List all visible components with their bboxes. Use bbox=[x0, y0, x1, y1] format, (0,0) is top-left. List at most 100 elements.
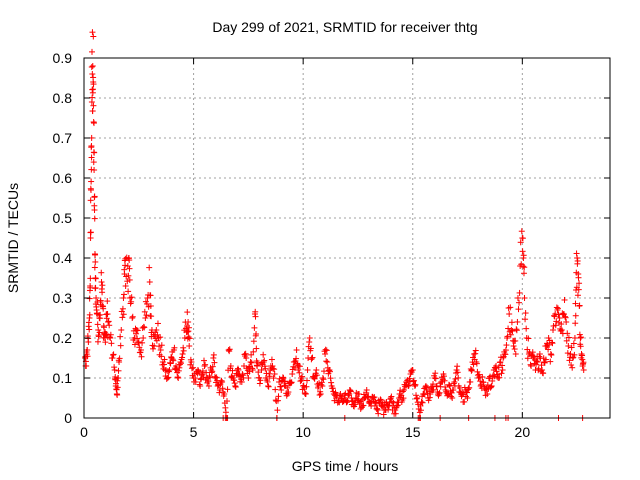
data-point bbox=[173, 363, 180, 369]
data-point bbox=[208, 369, 215, 376]
data-point bbox=[110, 351, 117, 358]
data-point bbox=[574, 255, 581, 261]
data-point bbox=[120, 295, 127, 301]
data-point bbox=[157, 347, 164, 353]
data-point bbox=[394, 402, 401, 409]
data-point bbox=[406, 375, 413, 382]
data-point bbox=[504, 333, 511, 340]
data-point bbox=[525, 335, 532, 342]
data-point bbox=[88, 143, 95, 149]
data-point bbox=[298, 377, 305, 384]
data-point bbox=[87, 284, 94, 291]
data-point bbox=[232, 383, 239, 389]
data-point bbox=[192, 375, 199, 382]
plot-frame bbox=[83, 57, 611, 419]
data-point bbox=[122, 262, 129, 269]
data-point bbox=[122, 283, 129, 289]
data-point bbox=[405, 383, 412, 389]
data-point bbox=[246, 368, 253, 375]
data-point bbox=[92, 251, 99, 258]
data-point bbox=[542, 356, 549, 363]
data-point bbox=[229, 367, 236, 374]
data-point bbox=[576, 302, 583, 309]
data-point bbox=[421, 391, 428, 398]
data-point bbox=[445, 381, 452, 388]
data-point bbox=[116, 359, 123, 365]
data-point bbox=[142, 315, 149, 321]
data-point bbox=[101, 335, 108, 341]
data-point bbox=[115, 367, 122, 374]
data-point bbox=[400, 387, 407, 393]
data-point bbox=[175, 375, 182, 381]
data-point bbox=[506, 311, 513, 317]
data-point bbox=[278, 387, 285, 393]
data-point bbox=[171, 344, 178, 351]
data-point bbox=[377, 396, 384, 403]
data-point bbox=[293, 355, 300, 362]
data-point bbox=[167, 360, 174, 367]
data-point bbox=[270, 375, 277, 382]
data-point bbox=[125, 288, 132, 295]
data-point bbox=[255, 369, 262, 376]
data-point bbox=[133, 330, 140, 337]
data-point bbox=[98, 279, 105, 285]
data-point bbox=[307, 345, 314, 352]
data-point bbox=[88, 187, 95, 193]
data-point bbox=[117, 342, 124, 349]
data-point bbox=[148, 313, 155, 320]
data-point bbox=[266, 373, 273, 380]
data-point bbox=[253, 345, 260, 352]
data-point bbox=[516, 299, 523, 306]
data-point bbox=[520, 252, 527, 259]
data-point bbox=[158, 353, 165, 360]
data-point bbox=[520, 270, 527, 277]
data-point bbox=[196, 369, 203, 376]
data-point bbox=[258, 367, 265, 373]
data-point bbox=[104, 298, 111, 305]
data-point bbox=[89, 94, 96, 101]
data-point bbox=[201, 363, 208, 369]
data-point bbox=[91, 264, 98, 271]
y-tick-label: 0.5 bbox=[53, 210, 73, 226]
data-point bbox=[157, 334, 164, 341]
data-point bbox=[451, 379, 458, 385]
data-point bbox=[547, 351, 554, 357]
data-point bbox=[225, 347, 232, 353]
data-point bbox=[95, 333, 102, 340]
data-point bbox=[177, 360, 184, 367]
data-points bbox=[82, 29, 587, 421]
data-point bbox=[219, 385, 226, 392]
data-point bbox=[85, 339, 92, 345]
data-point bbox=[186, 343, 193, 349]
data-point bbox=[91, 193, 98, 200]
data-point bbox=[272, 386, 279, 393]
data-point bbox=[306, 335, 313, 341]
data-point bbox=[100, 305, 107, 312]
data-point bbox=[167, 359, 174, 366]
data-point bbox=[227, 363, 234, 369]
data-point bbox=[558, 327, 565, 333]
data-point bbox=[450, 387, 457, 394]
data-point bbox=[199, 368, 206, 375]
data-point bbox=[513, 327, 520, 334]
data-point bbox=[347, 387, 354, 394]
data-point bbox=[316, 392, 323, 399]
data-point bbox=[177, 359, 184, 365]
data-point bbox=[522, 310, 529, 317]
data-point bbox=[265, 383, 272, 389]
data-point bbox=[311, 375, 318, 382]
data-point bbox=[423, 384, 430, 391]
data-point bbox=[266, 370, 273, 377]
data-point bbox=[117, 333, 124, 340]
data-point bbox=[320, 368, 327, 375]
data-point bbox=[120, 311, 127, 318]
data-point bbox=[129, 313, 136, 320]
data-point bbox=[268, 356, 275, 363]
data-point bbox=[187, 361, 194, 368]
data-point bbox=[91, 207, 98, 213]
data-point bbox=[508, 327, 515, 333]
y-tick-label: 0.6 bbox=[53, 170, 73, 186]
data-point bbox=[119, 305, 126, 312]
data-point bbox=[392, 410, 399, 417]
data-point bbox=[156, 343, 163, 350]
